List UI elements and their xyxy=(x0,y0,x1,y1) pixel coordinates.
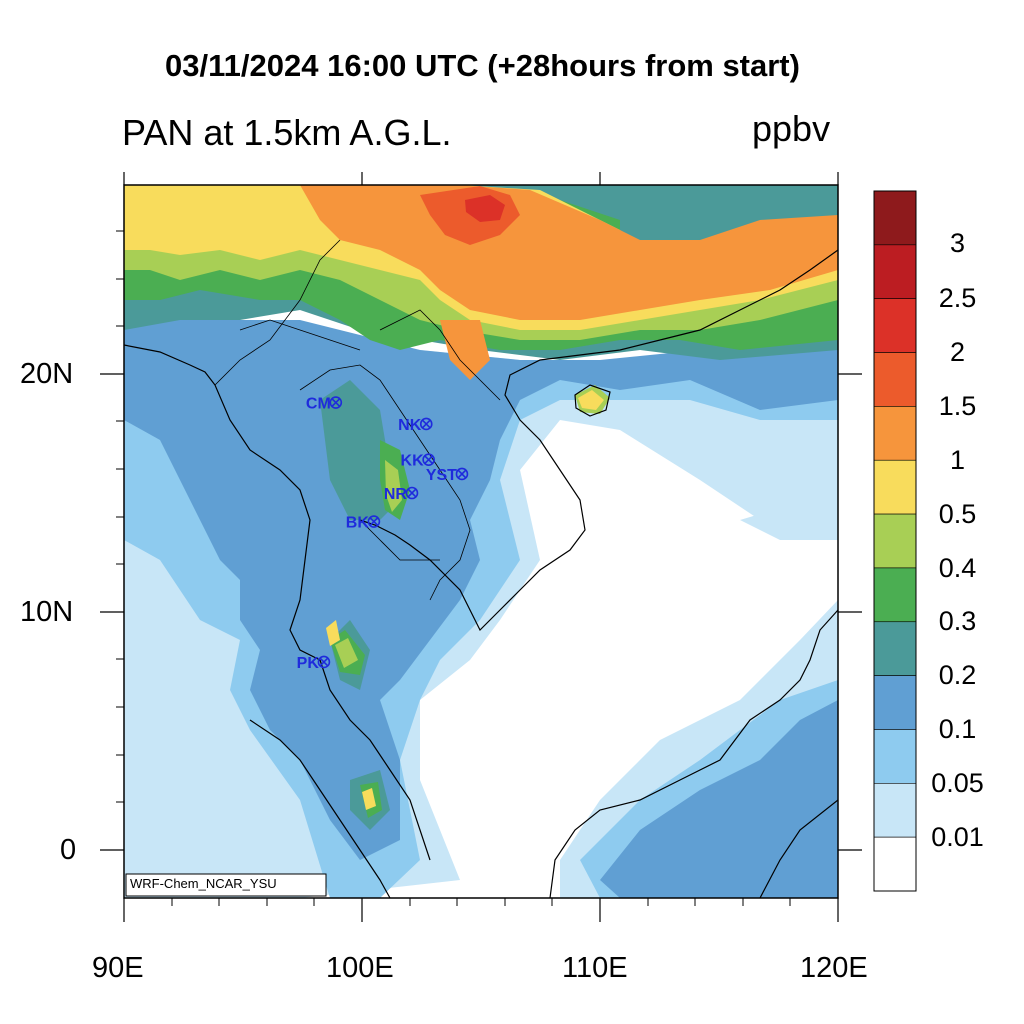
station-cross xyxy=(369,517,379,526)
station-cross xyxy=(424,455,434,465)
station-cross xyxy=(331,398,341,407)
station-label: BK xyxy=(346,515,370,532)
station-cross xyxy=(421,419,431,429)
map-title: 03/11/2024 16:00 UTC (+28hours from star… xyxy=(165,48,800,83)
y-tick-20n: 20N xyxy=(20,358,74,390)
station-label: CM xyxy=(306,396,331,413)
x-tick-120e: 120E xyxy=(800,952,868,984)
colorbar-label-3: 3 xyxy=(949,228,966,258)
station-bk: BK xyxy=(346,515,381,532)
station-label: NK xyxy=(398,417,422,434)
x-tick-110e: 110E xyxy=(562,952,628,984)
colorbar-label-2: 2 xyxy=(949,337,966,367)
y-tick-10n: 10N xyxy=(20,596,74,628)
colorbar-label-1-5: 1.5 xyxy=(938,391,977,421)
coastlines xyxy=(124,249,838,898)
station-label: PK xyxy=(297,655,320,672)
colorbar-label-0-1: 0.1 xyxy=(938,714,977,744)
units-label: ppbv xyxy=(752,108,831,149)
pan-concentration-field xyxy=(124,185,838,898)
station-label: YST xyxy=(426,467,457,484)
y-tick-0: 0 xyxy=(60,834,77,866)
colorbar-swatch xyxy=(873,244,917,299)
station-cross xyxy=(457,469,467,479)
station-pk: PK xyxy=(297,655,331,672)
colorbar-swatch xyxy=(873,459,917,515)
station-marker-icon xyxy=(317,655,331,669)
model-label-box xyxy=(125,873,327,897)
station-marker-icon xyxy=(422,453,435,466)
colorbar-label-0-4: 0.4 xyxy=(938,553,977,583)
colorbar-swatch xyxy=(873,836,917,892)
colorbar-label-1: 1 xyxy=(949,445,966,475)
colorbar xyxy=(873,190,917,892)
station-marker-icon xyxy=(329,396,343,409)
map-frame xyxy=(123,184,839,899)
station-label: NR xyxy=(384,486,408,503)
station-marker-icon xyxy=(419,417,433,431)
station-cross xyxy=(407,488,417,498)
x-tick-100e: 100E xyxy=(326,952,394,984)
colorbar-label-0-5: 0.5 xyxy=(938,499,977,529)
colorbar-label-0-2: 0.2 xyxy=(938,660,977,690)
colorbar-label-2-5: 2.5 xyxy=(938,283,977,313)
station-marker-icon xyxy=(405,486,419,500)
colorbar-swatch xyxy=(873,513,917,569)
model-label: WRF-Chem_NCAR_YSU xyxy=(130,876,277,891)
colorbar-swatch xyxy=(873,406,917,461)
colorbar-swatch xyxy=(873,783,917,838)
variable-label: PAN at 1.5km A.G.L. xyxy=(122,112,452,153)
station-nr: NR xyxy=(384,486,419,503)
colorbar-swatch xyxy=(873,352,917,407)
axis-ticks xyxy=(100,172,862,922)
station-label: KK xyxy=(401,453,425,470)
colorbar-label-0-05: 0.05 xyxy=(931,768,984,798)
station-yst: YST xyxy=(426,467,469,484)
station-marker-icon xyxy=(455,467,469,481)
station-kk: KK xyxy=(401,453,435,470)
colorbar-label-0-01: 0.01 xyxy=(931,822,984,852)
station-marker-icon xyxy=(367,515,381,528)
station-cm: CM xyxy=(306,396,343,413)
x-tick-90e: 90E xyxy=(92,952,144,984)
colorbar-label-0-3: 0.3 xyxy=(938,606,977,636)
station-cross xyxy=(319,657,329,667)
station-nk: NK xyxy=(398,417,433,434)
colorbar-frame xyxy=(873,190,917,892)
minor-ticks xyxy=(116,230,791,906)
